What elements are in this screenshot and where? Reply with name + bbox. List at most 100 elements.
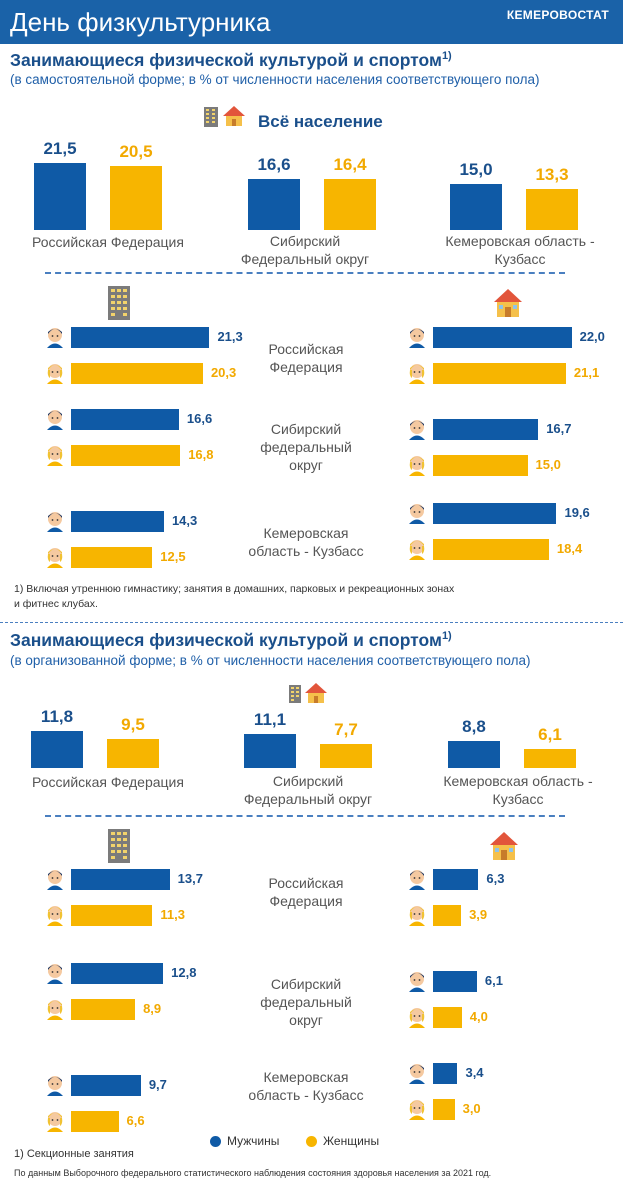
urban-self-value-women-0: 20,3 xyxy=(210,365,237,380)
rural-self-woman-icon-0 xyxy=(409,364,425,384)
legend-men-swatch xyxy=(210,1136,221,1147)
village-house-icon xyxy=(493,288,523,323)
header-bar xyxy=(0,0,623,44)
rural-org-bar-men-2 xyxy=(433,1063,458,1084)
rural-self-woman-icon-1 xyxy=(409,456,425,476)
region-label-rf-2: Российская Федерация xyxy=(32,774,184,790)
urban-org-value-men-2: 9,7 xyxy=(148,1077,167,1092)
urban-self-value-women-2: 12,5 xyxy=(160,549,186,564)
rural-self-value-men-0: 22,0 xyxy=(579,329,605,344)
section2-title: Занимающиеся физической культурой и спор… xyxy=(10,630,452,650)
value-women-2: 13,3 xyxy=(535,164,569,184)
urban-org-value-men-1: 12,8 xyxy=(171,965,197,980)
region-label-sfo: Сибирский Федеральный округ xyxy=(240,233,370,267)
rural-self-value-women-1: 15,0 xyxy=(535,457,561,472)
value-women-0: 20,5 xyxy=(119,142,153,162)
rural-self-man-icon-1 xyxy=(409,420,425,440)
region-label-rf: Российская Федерация xyxy=(32,234,184,250)
value-men-0: 21,5 xyxy=(43,139,77,159)
urban-org-man-icon-1 xyxy=(47,964,63,984)
footnote-1b: и фитнес клубах. xyxy=(14,598,98,610)
rural-org-value-men-0: 6,3 xyxy=(486,871,505,886)
rural-self-bar-men-0 xyxy=(433,327,572,348)
page-title: День физкультурника xyxy=(10,7,271,37)
rural-org-woman-icon-2 xyxy=(409,1100,425,1120)
bar-women-2 xyxy=(524,749,576,768)
urban-self-woman-icon-1 xyxy=(47,446,63,466)
bar-women-0 xyxy=(107,738,159,768)
urban-self-man-icon-2 xyxy=(47,512,63,532)
value-women-2: 6,1 xyxy=(538,725,562,745)
rural-org-bar-women-1 xyxy=(433,1007,462,1028)
chart-all-population-self: 21,5 20,5 16,6 16,4 15,0 13,3 xyxy=(0,135,623,270)
urban-org-bar-women-1 xyxy=(71,999,136,1020)
urban-org-man-icon-0 xyxy=(47,870,63,890)
rural-org-value-women-1: 4,0 xyxy=(469,1009,488,1024)
value-men-2: 15,0 xyxy=(459,159,493,179)
urban-self-value-men-1: 16,6 xyxy=(186,411,213,426)
region-label-kuz: Кемеровская область - Кузбасс xyxy=(445,233,595,267)
urban-self-woman-icon-0 xyxy=(47,364,63,384)
urban-self-bar-men-2 xyxy=(71,511,164,532)
legend-men-label: Мужчины xyxy=(227,1134,280,1148)
urban-org-bar-women-0 xyxy=(71,905,153,926)
section1-title: Занимающиеся физической культурой и спор… xyxy=(10,50,452,70)
urban-org-woman-icon-1 xyxy=(47,1000,63,1020)
value-men-2: 8,8 xyxy=(462,716,486,736)
urban-self-bar-women-1 xyxy=(71,445,181,466)
chart-rural-org: 6,3 3,9 6,1 4,0 3,4 3,0 xyxy=(360,862,623,1142)
region-mid-kuz: Кемеровская область - Кузбасс xyxy=(248,525,364,559)
legend-women-label: Женщины xyxy=(323,1134,380,1148)
urban-org-value-men-0: 13,7 xyxy=(177,871,203,886)
bar-men-0 xyxy=(34,163,86,230)
bar-women-0 xyxy=(110,166,162,230)
section-separator xyxy=(0,622,623,623)
rural-self-value-men-1: 16,7 xyxy=(546,421,572,436)
chart-all-population-org: 11,8 9,5 11,1 7,7 8,8 6,1 xyxy=(0,700,623,772)
rural-self-woman-icon-2 xyxy=(409,540,425,560)
urban-self-value-women-1: 16,8 xyxy=(188,447,214,462)
region-mid-rf: Российская Федерация xyxy=(268,341,344,375)
urban-org-value-women-1: 8,9 xyxy=(143,1001,162,1016)
region-label-kuz-2: Кемеровская область - Кузбасс xyxy=(443,773,593,807)
chart-urban-org: 13,7 11,3 12,8 8,9 9,7 6,6 xyxy=(0,862,300,1142)
rural-self-value-women-2: 18,4 xyxy=(556,541,583,556)
rural-self-bar-women-2 xyxy=(433,539,549,560)
urban-org-woman-icon-2 xyxy=(47,1112,63,1132)
section2-subtitle: (в организованной форме; в % от численно… xyxy=(10,653,531,668)
rural-org-woman-icon-0 xyxy=(409,906,425,926)
urban-self-value-men-0: 21,3 xyxy=(217,329,243,344)
value-women-1: 7,7 xyxy=(334,720,358,740)
section1-subtitle: (в самостоятельной форме; в % от численн… xyxy=(10,72,540,87)
bar-men-2 xyxy=(450,183,502,230)
bar-women-1 xyxy=(324,179,376,230)
urban-org-man-icon-2 xyxy=(47,1076,63,1096)
value-women-1: 16,4 xyxy=(333,155,367,175)
urban-self-bar-women-2 xyxy=(71,547,153,568)
urban-self-woman-icon-2 xyxy=(47,548,63,568)
legend-women-swatch xyxy=(306,1136,317,1147)
urban-self-value-men-2: 14,3 xyxy=(171,513,198,528)
region-mid-rf-2: Российская Федерация xyxy=(268,875,344,909)
building-icon-2 xyxy=(288,684,302,709)
urban-self-bar-men-1 xyxy=(71,409,179,430)
chart-rural-self: 22,0 21,1 16,7 15,0 19,6 18,4 xyxy=(360,320,623,580)
bar-men-2 xyxy=(448,740,500,768)
rural-org-man-icon-2 xyxy=(409,1064,425,1084)
source-note: По данным Выборочного федерального стати… xyxy=(14,1168,492,1178)
brand-label: КЕМЕРОВОСТАТ xyxy=(506,8,609,22)
footnote-2: 1) Секционные занятия xyxy=(14,1148,134,1160)
value-men-1: 16,6 xyxy=(257,154,291,174)
rural-self-man-icon-2 xyxy=(409,504,425,524)
bar-women-2 xyxy=(526,188,578,230)
bar-men-1 xyxy=(248,178,300,230)
urban-self-bar-women-0 xyxy=(71,363,203,384)
urban-self-bar-men-0 xyxy=(71,327,210,348)
city-building-icon xyxy=(107,285,131,326)
footnote-1a: 1) Включая утреннюю гимнастику; занятия … xyxy=(14,583,455,595)
rural-org-value-men-1: 6,1 xyxy=(484,973,503,988)
bar-men-1 xyxy=(244,733,296,768)
city-building-icon-2 xyxy=(107,828,131,869)
rural-org-bar-women-2 xyxy=(433,1099,455,1120)
house-icon xyxy=(222,105,246,132)
